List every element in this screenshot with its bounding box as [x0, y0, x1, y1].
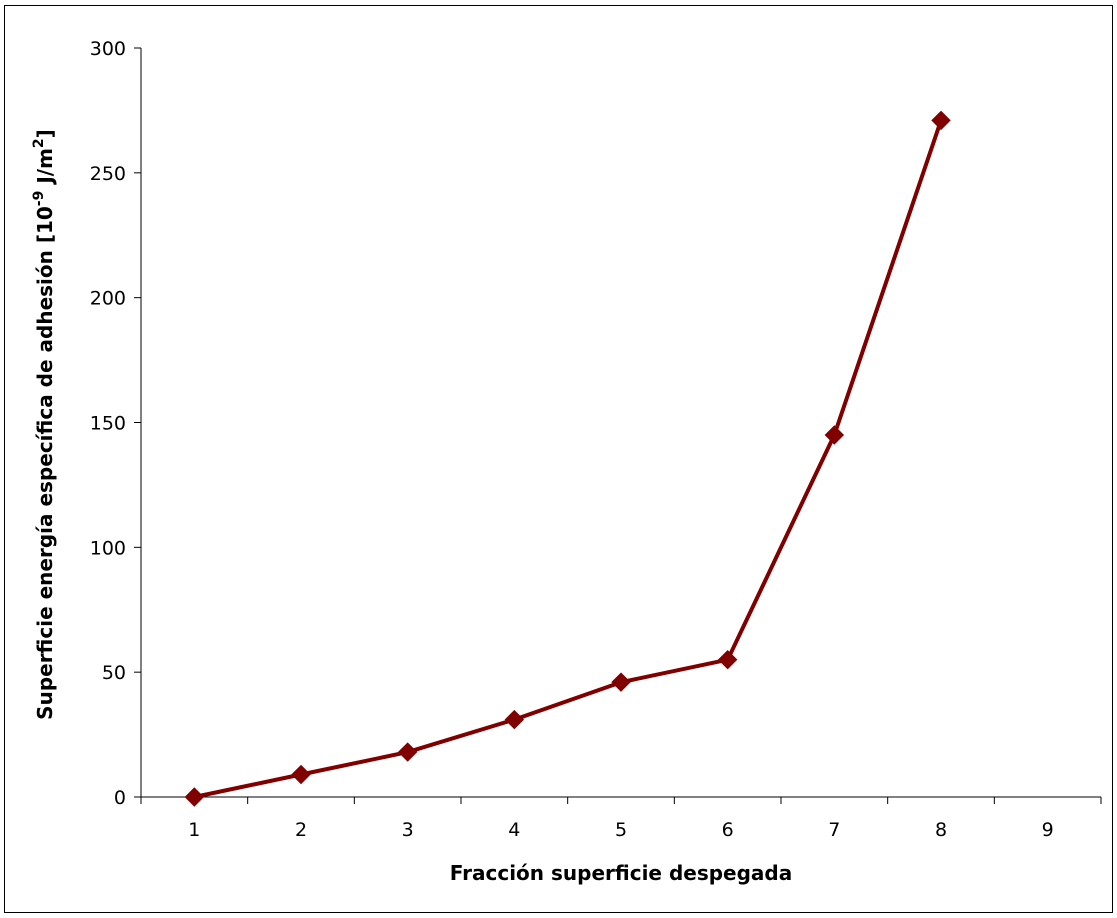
y-axis-title-main: Superficie energía específica de adhesió… [33, 206, 57, 720]
y-axis-title-unit-exponent: 2 [31, 138, 47, 148]
x-tick-label: 3 [402, 819, 414, 841]
x-tick-label: 2 [295, 819, 307, 841]
series-group [184, 110, 951, 807]
data-point-marker [931, 110, 951, 131]
data-point-marker [611, 672, 631, 692]
y-tick-label: 250 [90, 163, 126, 185]
x-tick-label: 9 [1042, 819, 1054, 841]
data-point-marker [291, 764, 311, 785]
y-axis-title-unit: J/m [33, 148, 57, 191]
data-point-marker [717, 649, 738, 670]
y-tick-label: 150 [90, 413, 126, 435]
y-axis-title-exponent: -9 [31, 191, 47, 207]
y-tick-label: 50 [102, 662, 126, 684]
data-point-marker [824, 425, 845, 445]
x-axis-ticks: 1 2 3 4 5 6 7 8 9 [140, 797, 1102, 841]
x-tick-label: 7 [828, 819, 840, 841]
x-tick-label: 8 [935, 819, 947, 841]
y-tick-label: 200 [90, 288, 126, 310]
y-tick-label: 300 [90, 38, 126, 60]
x-axis-title: Fracción superficie despegada [450, 861, 793, 885]
x-tick-label: 1 [188, 819, 200, 841]
data-point-marker [397, 742, 418, 762]
series-line [193, 119, 943, 799]
data-point-marker [504, 709, 525, 730]
data-point-marker [184, 787, 205, 807]
y-axis-title-close: ] [33, 129, 57, 138]
chart-frame [4, 5, 1113, 913]
y-axis-title: Superficie energía específica de adhesió… [31, 129, 57, 720]
y-tick-label: 100 [90, 537, 126, 559]
x-tick-label: 5 [615, 819, 627, 841]
x-tick-label: 4 [508, 819, 520, 841]
y-axis-ticks: 0 50 100 150 200 250 300 [90, 38, 141, 809]
y-tick-label: 0 [114, 787, 126, 809]
x-tick-label: 6 [722, 819, 734, 841]
